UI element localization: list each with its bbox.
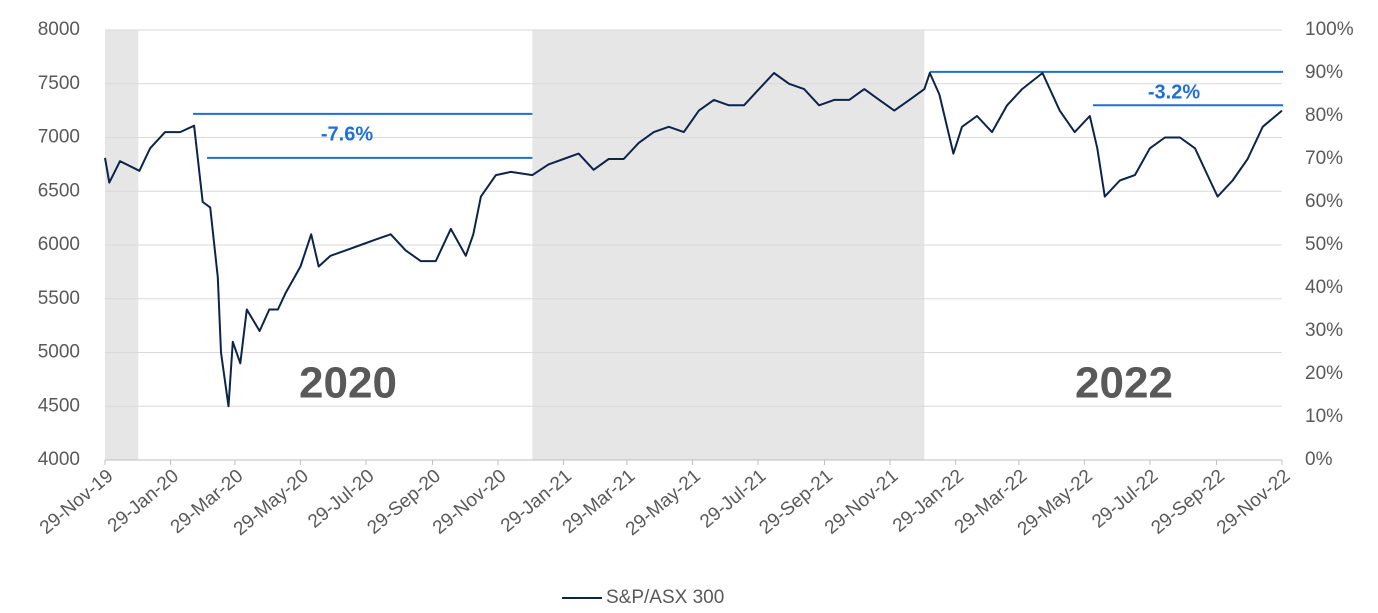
line-series	[104, 72, 1283, 408]
y-tick-label: 7000	[38, 127, 80, 148]
y2-tick-label: 30%	[1305, 320, 1343, 341]
y2-tick-label: 10%	[1305, 406, 1343, 427]
y-tick-label: 6000	[38, 234, 80, 255]
annotation: -3.2%	[1148, 81, 1200, 103]
y-tick-label: 6500	[38, 180, 80, 201]
y2-tick-label: 50%	[1305, 234, 1343, 255]
x-tick-label: 29-Nov-21	[821, 466, 902, 539]
y2-tick-label: 20%	[1305, 363, 1343, 384]
y2-tick-label: 100%	[1305, 19, 1354, 40]
y2-tick-label: 70%	[1305, 148, 1343, 169]
annotation: -7.6%	[321, 123, 373, 145]
y-tick-label: 8000	[38, 19, 80, 40]
y-tick-label: 5500	[38, 288, 80, 309]
y2-tick-label: 80%	[1305, 105, 1343, 126]
annotation: 2022	[1075, 359, 1173, 408]
x-tick-label: 29-Nov-20	[429, 466, 510, 539]
annotation: 2020	[299, 359, 397, 408]
x-tick-label: 29-Nov-22	[1213, 466, 1294, 539]
y2-tick-label: 40%	[1305, 277, 1343, 298]
y2-tick-label: 60%	[1305, 191, 1343, 212]
y-tick-label: 7500	[38, 73, 80, 94]
y-tick-label: 5000	[38, 342, 80, 363]
y2-tick-label: 0%	[1305, 449, 1333, 470]
y-tick-label: 4500	[38, 395, 80, 416]
y-tick-label: 4000	[38, 449, 80, 470]
y2-tick-label: 90%	[1305, 62, 1343, 83]
legend-label: S&P/ASX 300	[606, 587, 724, 608]
x-tick-label: 29-Nov-19	[36, 466, 117, 539]
